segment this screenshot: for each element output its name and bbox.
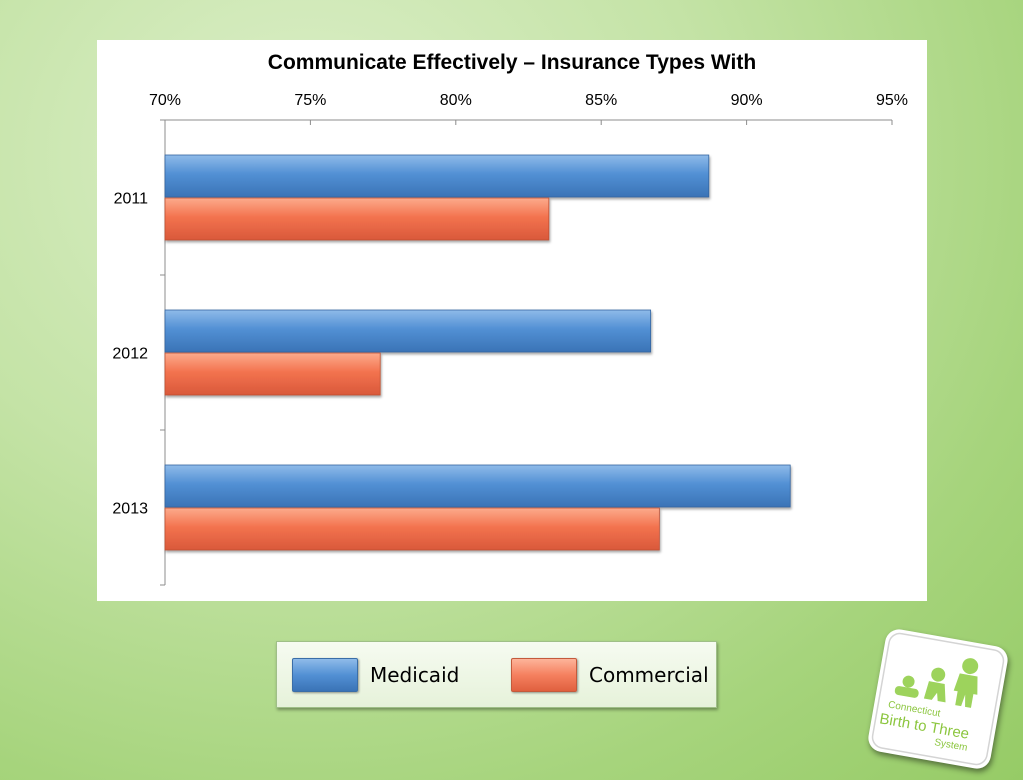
chart-legend: Medicaid Commercial — [276, 641, 717, 708]
children-silhouette-icon — [894, 658, 979, 708]
legend-swatch-commercial — [511, 658, 577, 692]
connecticut-birth-to-three-logo: Connecticut Birth to Three System — [866, 627, 1010, 771]
bar-commercial-2012 — [164, 352, 381, 396]
chart-title: Communicate Effectively – Insurance Type… — [267, 51, 757, 74]
bar-medicaid-2013 — [164, 464, 791, 508]
x-tick-label: 90% — [731, 92, 763, 109]
legend-swatch-medicaid — [292, 658, 358, 692]
legend-label-commercial: Commercial — [589, 663, 709, 687]
y-category-label: 2011 — [114, 191, 149, 208]
logo-graphic: Connecticut Birth to Three System — [871, 632, 1005, 766]
legend-item-medicaid: Medicaid — [292, 658, 459, 692]
y-category-label: 2012 — [112, 346, 148, 363]
x-tick-label: 80% — [440, 92, 472, 109]
bar-medicaid-2012 — [164, 309, 652, 353]
x-tick-label: 70% — [149, 92, 181, 109]
x-tick-label: 95% — [876, 92, 908, 109]
y-category-label: 2013 — [112, 501, 148, 518]
bar-chart: 70% 75% 80% 85% 90% 95% 2011 2012 2013 — [112, 92, 908, 586]
x-tick-label: 75% — [294, 92, 326, 109]
bar-medicaid-2011 — [164, 154, 710, 198]
legend-label-medicaid: Medicaid — [370, 663, 460, 687]
bar-commercial-2013 — [164, 507, 660, 551]
legend-item-commercial: Commercial — [511, 658, 709, 692]
chart-panel: Communicate Effectively – Insurance Type… — [97, 40, 927, 601]
x-tick-label: 85% — [585, 92, 617, 109]
logo-text-system: System — [933, 737, 968, 754]
bar-commercial-2011 — [164, 197, 550, 241]
